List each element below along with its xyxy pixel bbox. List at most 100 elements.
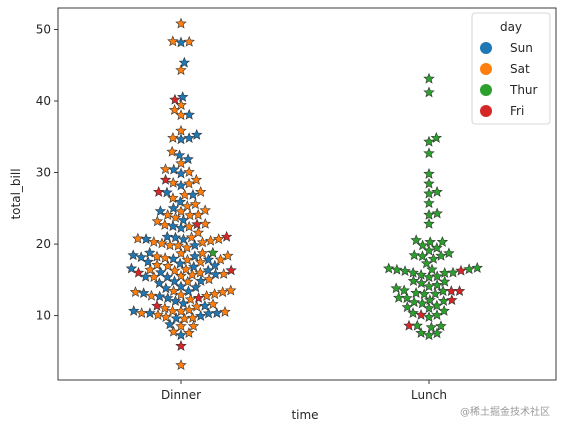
point-dinner-sat — [129, 286, 142, 298]
watermark: @稀土掘金技术社区 — [460, 405, 550, 418]
legend: day Sun Sat Thur Fri — [471, 12, 551, 125]
point-dinner-sun — [183, 108, 195, 120]
point-lunch-thur — [399, 265, 411, 277]
x-axis: Dinner Lunch — [161, 380, 447, 402]
point-dinner-sat — [183, 327, 195, 338]
y-tick-label-10: 10 — [36, 309, 51, 323]
point-lunch-thur — [416, 297, 428, 309]
point-dinner-sun — [167, 202, 180, 214]
point-lunch-thur — [436, 236, 449, 247]
point-lunch-thur — [435, 320, 447, 332]
point-lunch-thur — [383, 262, 395, 274]
point-lunch-thur — [443, 247, 455, 259]
point-lunch-thur — [431, 327, 443, 339]
point-lunch-thur — [438, 275, 451, 287]
point-dinner-sun — [174, 195, 186, 207]
legend-marker-sun — [480, 42, 492, 54]
point-dinner-sun — [183, 132, 195, 143]
x-tick-label-dinner: Dinner — [161, 388, 201, 402]
point-lunch-thur — [423, 72, 435, 84]
point-lunch-thur — [423, 167, 435, 179]
point-dinner-sat — [135, 307, 148, 319]
chart-marks — [125, 17, 483, 371]
legend-marker-fri — [480, 105, 492, 117]
point-dinner-sun — [187, 188, 199, 200]
legend-label-fri: Fri — [510, 104, 524, 118]
point-dinner-sat — [164, 239, 176, 251]
point-dinner-sat — [148, 235, 160, 247]
point-lunch-thur — [418, 288, 430, 300]
legend-label-thur: Thur — [509, 83, 538, 97]
point-lunch-thur — [408, 249, 420, 261]
point-dinner-sun — [144, 246, 156, 258]
legend-title: day — [500, 20, 522, 34]
point-dinner-sat — [159, 218, 171, 230]
point-dinner-sun — [125, 262, 138, 274]
point-lunch-thur — [390, 282, 402, 294]
point-dinner-sat — [175, 17, 187, 29]
point-dinner-sun — [154, 205, 167, 217]
point-dinner-sat — [192, 208, 204, 220]
legend-label-sun: Sun — [510, 41, 533, 55]
point-dinner-sun — [175, 222, 187, 233]
point-dinner-sat — [219, 305, 231, 317]
x-tick-label-lunch: Lunch — [411, 388, 447, 402]
point-dinner-sun — [178, 56, 191, 68]
point-dinner-sat — [181, 200, 194, 212]
point-dinner-sat — [175, 359, 187, 371]
point-lunch-thur — [423, 135, 435, 147]
point-lunch-thur — [415, 277, 428, 289]
point-dinner-sat — [196, 247, 209, 259]
point-dinner-sat — [199, 204, 211, 216]
point-dinner-sat — [212, 233, 225, 244]
point-lunch-thur — [410, 287, 422, 298]
point-dinner-sat — [156, 237, 168, 249]
point-lunch-thur — [425, 321, 438, 333]
point-dinner-sat — [159, 252, 171, 263]
point-lunch-thur — [423, 208, 435, 220]
point-dinner-sun — [175, 133, 187, 145]
point-lunch-thur — [424, 236, 436, 247]
point-dinner-sat — [192, 226, 204, 238]
point-dinner-sat — [194, 256, 207, 268]
point-dinner-sat — [199, 217, 211, 229]
point-dinner-sun — [191, 128, 203, 140]
point-dinner-sat — [194, 185, 207, 197]
point-dinner-sat — [162, 260, 174, 271]
point-lunch-thur — [423, 217, 435, 229]
point-dinner-sat — [186, 311, 199, 323]
point-dinner-sat — [167, 131, 179, 143]
legend-frame — [471, 12, 551, 125]
y-tick-label-30: 30 — [36, 166, 51, 180]
point-lunch-thur — [431, 270, 443, 282]
x-axis-label: time — [291, 408, 318, 422]
point-lunch-thur — [435, 249, 447, 261]
point-lunch-fri — [403, 319, 415, 331]
point-dinner-sat — [144, 263, 156, 275]
point-dinner-sat — [208, 288, 221, 300]
point-dinner-sun — [169, 295, 182, 307]
point-lunch-fri — [415, 308, 427, 320]
point-dinner-sat — [145, 289, 158, 301]
point-lunch-thur — [423, 280, 435, 292]
point-dinner-sat — [183, 177, 195, 189]
point-lunch-thur — [423, 86, 435, 98]
point-lunch-thur — [430, 131, 443, 143]
point-dinner-sun — [189, 239, 201, 251]
point-dinner-sat — [181, 253, 194, 265]
point-lunch-fri — [453, 285, 466, 297]
point-lunch-thur — [431, 309, 443, 320]
point-dinner-thur — [207, 246, 219, 258]
point-lunch-thur — [398, 284, 410, 296]
point-dinner-sat — [152, 309, 164, 320]
y-tick-label-40: 40 — [36, 94, 51, 108]
point-dinner-sat — [181, 241, 193, 253]
point-dinner-sat — [183, 220, 195, 232]
point-dinner-sun — [170, 312, 182, 324]
point-dinner-sun — [195, 310, 207, 321]
point-dinner-sat — [162, 209, 174, 220]
point-dinner-sat — [151, 250, 163, 262]
point-dinner-sat — [175, 320, 187, 332]
y-tick-label-50: 50 — [36, 22, 51, 36]
point-dinner-sun — [189, 281, 202, 293]
